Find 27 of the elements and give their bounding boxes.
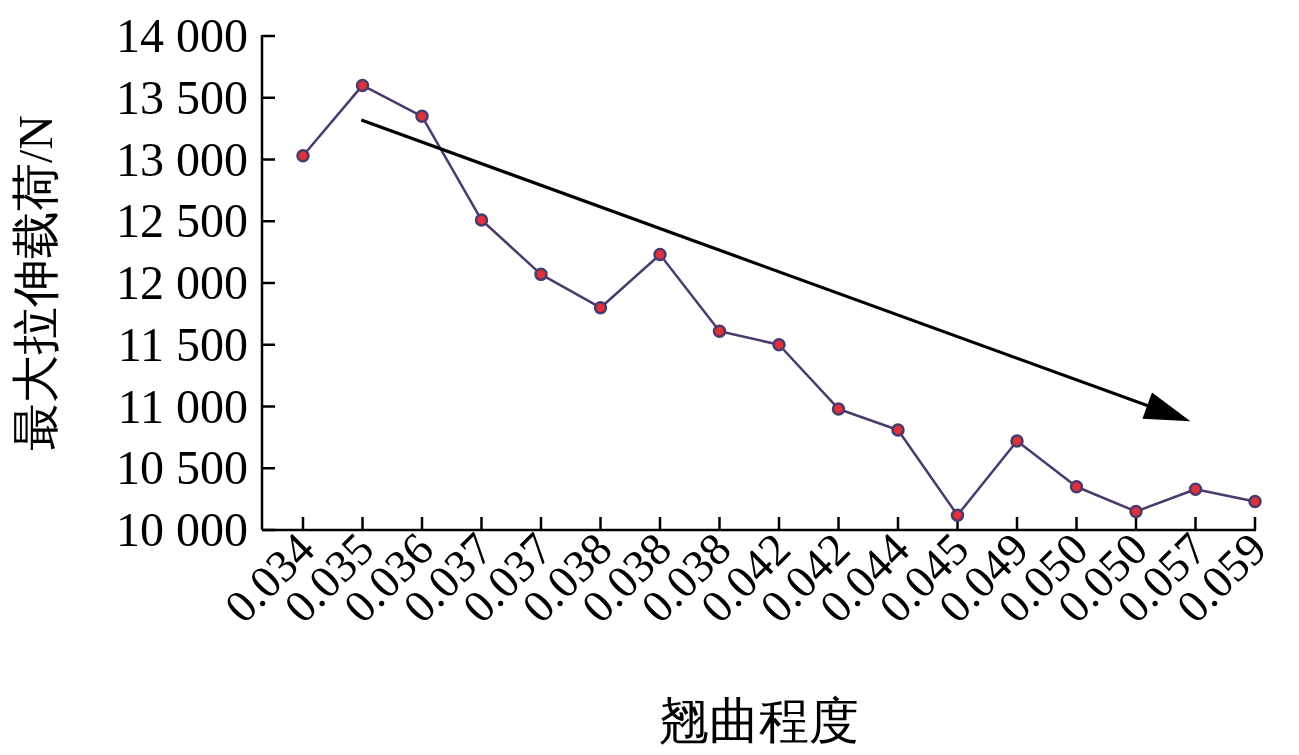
point: [1010, 434, 1024, 448]
point: [712, 324, 727, 338]
point: [296, 149, 310, 163]
point: [415, 109, 429, 124]
x-axis-title: 翘曲程度: [658, 693, 859, 749]
y-tick-label: 11 500: [117, 317, 248, 371]
point: [831, 402, 846, 416]
y-tick-label: 12 500: [116, 194, 248, 248]
point: [1248, 494, 1262, 509]
y-axis-title: 最大拉伸载荷/N: [9, 115, 62, 451]
point: [593, 300, 608, 315]
y-tick-label: 10 500: [116, 441, 248, 495]
point: [891, 423, 905, 437]
y-tick-label: 13 500: [116, 70, 248, 124]
point: [1069, 480, 1084, 494]
point: [534, 267, 548, 282]
y-tick-label: 14 000: [116, 9, 248, 62]
point: [653, 247, 667, 262]
point: [772, 338, 786, 352]
point: [1129, 504, 1143, 519]
y-tick-label: 12 000: [116, 256, 248, 309]
point: [474, 213, 489, 227]
y-tick-label: 13 000: [116, 132, 248, 186]
point: [1188, 482, 1203, 496]
point: [355, 78, 370, 93]
point: [950, 508, 965, 522]
y-tick-label: 11 000: [117, 379, 248, 433]
